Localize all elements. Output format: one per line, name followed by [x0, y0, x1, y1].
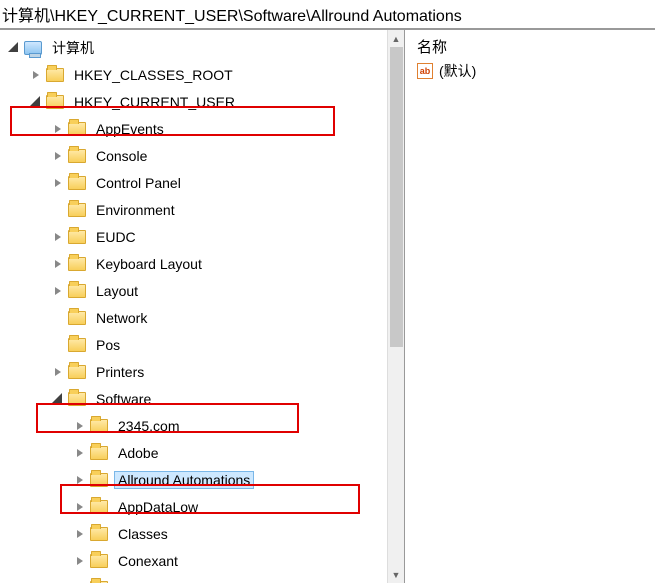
- folder-icon: [68, 257, 86, 271]
- chevron-right-icon[interactable]: [50, 256, 66, 272]
- chevron-right-icon[interactable]: [50, 283, 66, 299]
- tree-item[interactable]: 2345.com: [0, 412, 404, 439]
- tree-item-label: Layout: [92, 282, 142, 300]
- chevron-right-icon[interactable]: [72, 445, 88, 461]
- vertical-scrollbar[interactable]: ▲ ▼: [387, 30, 404, 583]
- tree-root[interactable]: 计算机: [0, 34, 404, 61]
- chevron-right-icon[interactable]: [72, 580, 88, 583]
- chevron-right-icon[interactable]: [72, 472, 88, 488]
- tree-item[interactable]: EUDC: [0, 223, 404, 250]
- string-value-icon: ab: [417, 63, 433, 79]
- tree-item-label: AppDataLow: [114, 498, 202, 516]
- tree-item[interactable]: Control Panel: [0, 169, 404, 196]
- chevron-right-icon[interactable]: [50, 229, 66, 245]
- chevron-down-icon[interactable]: [28, 94, 44, 110]
- main-split: 计算机 HKEY_CLASSES_ROOT HKEY_CURRENT_USER App…: [0, 29, 655, 583]
- tree-item-label: Environment: [92, 201, 179, 219]
- scroll-down-button[interactable]: ▼: [388, 566, 404, 583]
- tree-item[interactable]: Layout: [0, 277, 404, 304]
- tree-item[interactable]: Printers: [0, 358, 404, 385]
- chevron-right-icon[interactable]: [50, 148, 66, 164]
- chevron-down-icon[interactable]: [50, 391, 66, 407]
- tree-item-label: Software: [92, 390, 155, 408]
- chevron-right-icon[interactable]: [50, 364, 66, 380]
- tree-item-label: EUDC: [92, 228, 140, 246]
- folder-icon: [68, 311, 86, 325]
- folder-icon: [90, 527, 108, 541]
- folder-icon: [68, 338, 86, 352]
- tree-item-label: HKEY_CLASSES_ROOT: [70, 66, 237, 84]
- tree-item-label: Keyboard Layout: [92, 255, 206, 273]
- tree-item-label: Adobe: [114, 444, 162, 462]
- tree-item-label: Network: [92, 309, 151, 327]
- scroll-up-button[interactable]: ▲: [388, 30, 404, 47]
- folder-icon: [90, 554, 108, 568]
- folder-icon: [68, 176, 86, 190]
- scroll-thumb[interactable]: [390, 47, 403, 347]
- chevron-right-icon[interactable]: [72, 418, 88, 434]
- chevron-right-icon[interactable]: [72, 553, 88, 569]
- tree-item-label: 2345.com: [114, 417, 183, 435]
- folder-icon: [90, 500, 108, 514]
- chevron-right-icon[interactable]: [50, 175, 66, 191]
- column-header-name[interactable]: 名称: [413, 34, 647, 59]
- tree-item-label: Control Panel: [92, 174, 185, 192]
- folder-icon: [68, 392, 86, 406]
- tree-item[interactable]: Conexant: [0, 547, 404, 574]
- tree-item[interactable]: Console: [0, 142, 404, 169]
- tree-item-label: Classes: [114, 525, 172, 543]
- chevron-right-icon[interactable]: [72, 526, 88, 542]
- tree-item[interactable]: Environment: [0, 196, 404, 223]
- tree-item[interactable]: Network: [0, 304, 404, 331]
- chevron-right-icon[interactable]: [28, 67, 44, 83]
- folder-icon: [68, 149, 86, 163]
- folder-icon: [68, 365, 86, 379]
- folder-icon: [68, 203, 86, 217]
- tree-item[interactable]: Adobe: [0, 439, 404, 466]
- chevron-down-icon[interactable]: [6, 40, 22, 56]
- tree-item[interactable]: Allround Automations: [0, 466, 404, 493]
- tree-item-label: Pos: [92, 336, 124, 354]
- tree-item-label: Google: [114, 579, 167, 583]
- folder-icon: [68, 284, 86, 298]
- tree-item[interactable]: AppDataLow: [0, 493, 404, 520]
- tree-item[interactable]: HKEY_CLASSES_ROOT: [0, 61, 404, 88]
- computer-icon: [24, 41, 42, 55]
- value-name: (默认): [439, 61, 476, 81]
- folder-icon: [68, 122, 86, 136]
- chevron-right-icon[interactable]: [50, 121, 66, 137]
- tree-item-label: HKEY_CURRENT_USER: [70, 93, 239, 111]
- tree-item[interactable]: Pos: [0, 331, 404, 358]
- tree-item-label: Console: [92, 147, 151, 165]
- folder-icon: [90, 473, 108, 487]
- tree-item[interactable]: Keyboard Layout: [0, 250, 404, 277]
- tree-item[interactable]: AppEvents: [0, 115, 404, 142]
- tree-item-label: Allround Automations: [114, 471, 254, 489]
- address-path: 计算机\HKEY_CURRENT_USER\Software\Allround …: [0, 0, 655, 29]
- folder-icon: [46, 95, 64, 109]
- folder-icon: [46, 68, 64, 82]
- tree-item-label: Printers: [92, 363, 148, 381]
- chevron-right-icon[interactable]: [72, 499, 88, 515]
- tree-item-label: 计算机: [48, 37, 98, 59]
- tree-item-label: Conexant: [114, 552, 182, 570]
- tree-item-label: AppEvents: [92, 120, 168, 138]
- folder-icon: [68, 230, 86, 244]
- tree-item[interactable]: HKEY_CURRENT_USER: [0, 88, 404, 115]
- folder-icon: [90, 419, 108, 433]
- values-panel: 名称 ab (默认): [405, 30, 655, 583]
- tree-panel: 计算机 HKEY_CLASSES_ROOT HKEY_CURRENT_USER App…: [0, 30, 405, 583]
- tree-item[interactable]: Google: [0, 574, 404, 583]
- folder-icon: [90, 446, 108, 460]
- value-row-default[interactable]: ab (默认): [413, 59, 647, 83]
- tree-item[interactable]: Classes: [0, 520, 404, 547]
- tree-item[interactable]: Software: [0, 385, 404, 412]
